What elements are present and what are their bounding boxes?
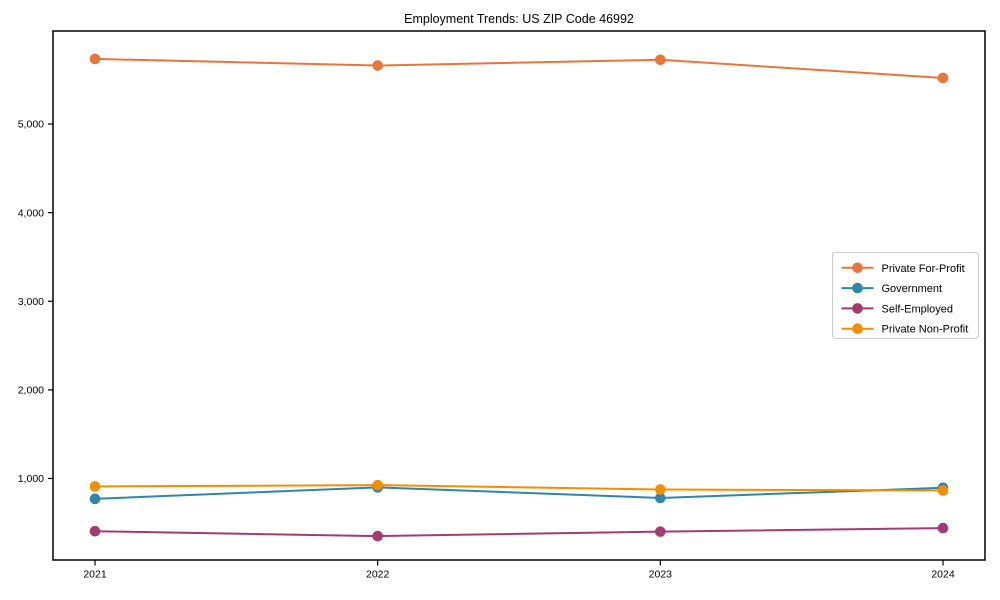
x-tick-label: 2021 xyxy=(83,569,107,581)
data-point-private-non-profit-2024 xyxy=(937,485,949,496)
y-tick-label: 4,000 xyxy=(18,207,44,219)
y-tick-label: 3,000 xyxy=(18,296,44,308)
y-tick-label: 2,000 xyxy=(18,385,44,397)
data-point-self-employed-2021 xyxy=(89,525,101,537)
data-point-private-for-profit-2023 xyxy=(655,54,666,66)
x-tick-label: 2024 xyxy=(931,569,955,581)
x-tick-label: 2022 xyxy=(366,569,390,581)
x-tick-label: 2023 xyxy=(649,569,673,581)
legend-label-self-employed: Self-Employed xyxy=(882,303,954,315)
data-point-private-non-profit-2021 xyxy=(89,481,101,492)
y-tick-label: 1,000 xyxy=(18,473,44,485)
series-line-private-for-profit xyxy=(94,57,944,79)
data-point-private-non-profit-2022 xyxy=(372,479,383,491)
data-point-government-2021 xyxy=(89,493,101,505)
legend-label-private-for-profit: Private For-Profit xyxy=(882,263,965,275)
legend-marker-dot-private-for-profit xyxy=(852,262,863,274)
legend-label-government: Government xyxy=(882,283,943,295)
chart-title: Employment Trends: US ZIP Code 46992 xyxy=(404,12,634,26)
data-point-government-2023 xyxy=(655,492,666,504)
legend-marker-dot-government xyxy=(852,282,863,294)
y-axis-ticks: 1,000 2,000 3,000 4,000 5,000 xyxy=(18,119,53,485)
data-point-private-non-profit-2023 xyxy=(655,484,666,495)
plot-frame xyxy=(52,30,986,561)
data-point-self-employed-2024 xyxy=(937,522,949,534)
legend-marker-dot-self-employed xyxy=(852,303,863,314)
legend-label-private-non-profit: Private Non-Profit xyxy=(882,324,969,336)
series-line-government xyxy=(94,486,944,500)
data-point-self-employed-2022 xyxy=(372,530,383,542)
data-point-self-employed-2023 xyxy=(655,526,666,537)
data-point-private-for-profit-2024 xyxy=(937,72,949,84)
series-line-private-non-profit xyxy=(94,484,944,492)
legend: Private For-Profit Government Self-Employe… xyxy=(832,252,979,339)
series-line-self-employed xyxy=(94,527,944,538)
legend-box xyxy=(832,252,979,339)
series-group xyxy=(89,53,949,542)
data-point-private-for-profit-2022 xyxy=(372,60,383,71)
x-axis-ticks: 2021 2022 2023 2024 xyxy=(83,560,955,581)
legend-marker-dot-private-non-profit xyxy=(852,323,863,335)
y-tick-label: 5,000 xyxy=(18,119,44,131)
data-point-private-for-profit-2021 xyxy=(89,53,101,65)
